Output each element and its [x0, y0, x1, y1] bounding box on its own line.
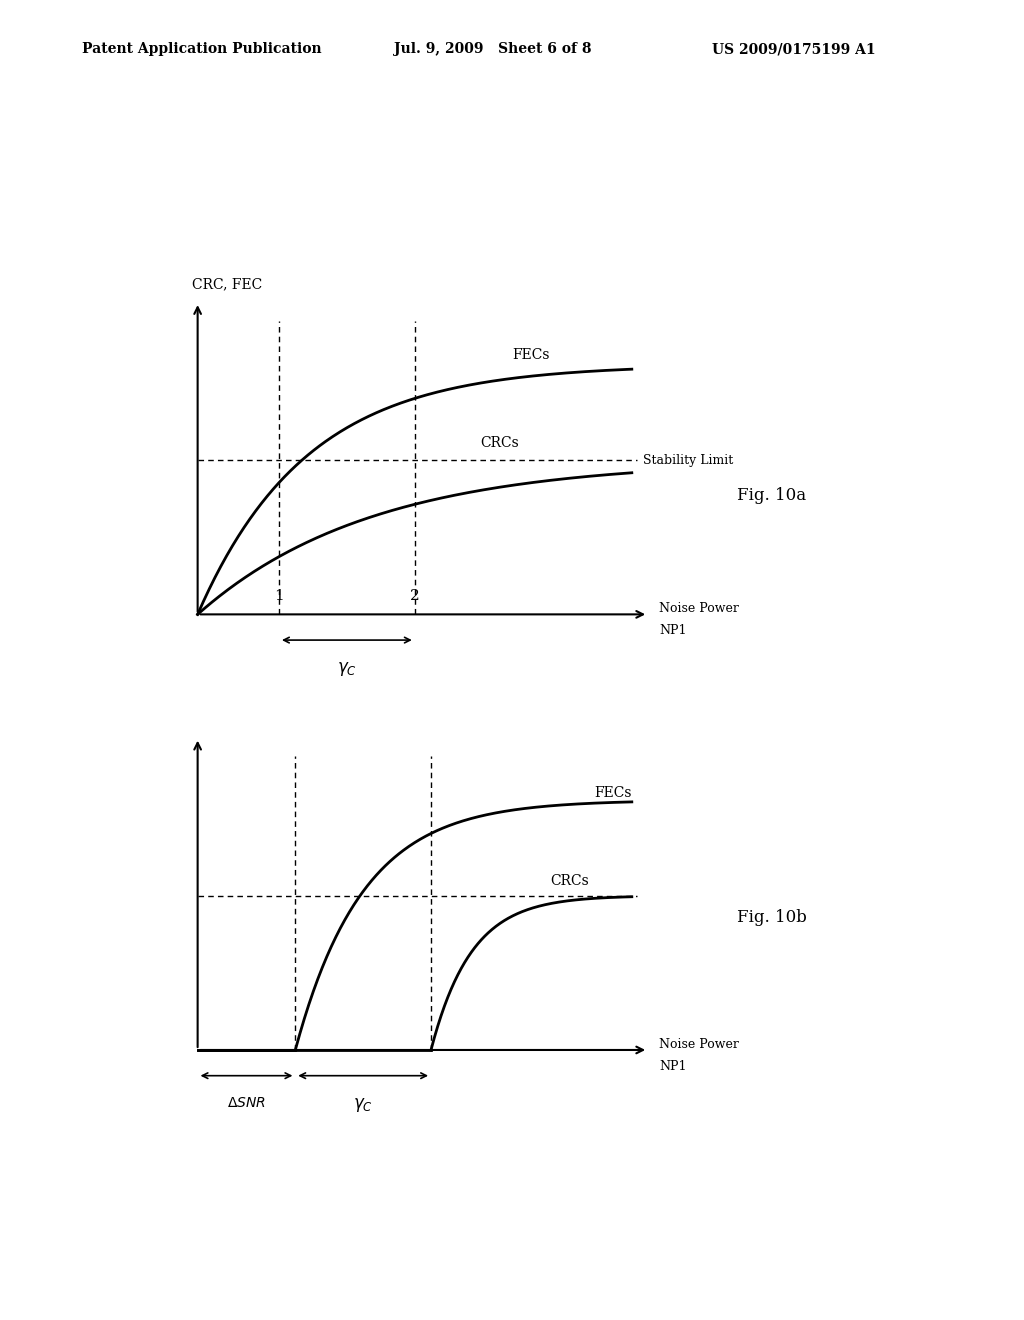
Text: FECs: FECs [512, 348, 550, 362]
Text: $\Delta SNR$: $\Delta SNR$ [227, 1096, 266, 1110]
Text: NP1: NP1 [659, 1060, 686, 1073]
Text: Noise Power: Noise Power [659, 1038, 739, 1051]
Text: FECs: FECs [594, 785, 632, 800]
Text: $\gamma_C$: $\gamma_C$ [337, 660, 356, 678]
Text: Noise Power: Noise Power [659, 602, 739, 615]
Text: Jul. 9, 2009   Sheet 6 of 8: Jul. 9, 2009 Sheet 6 of 8 [394, 42, 592, 57]
Text: Fig. 10a: Fig. 10a [737, 487, 807, 503]
Text: Stability Limit: Stability Limit [643, 454, 733, 466]
Text: Patent Application Publication: Patent Application Publication [82, 42, 322, 57]
Text: CRCs: CRCs [480, 436, 518, 450]
Text: NP1: NP1 [659, 624, 686, 638]
Text: CRC, FEC: CRC, FEC [193, 277, 262, 292]
Text: $\gamma_C$: $\gamma_C$ [353, 1096, 373, 1114]
Text: 2: 2 [410, 589, 420, 603]
Text: CRCs: CRCs [551, 874, 589, 887]
Text: 1: 1 [274, 589, 284, 603]
Text: US 2009/0175199 A1: US 2009/0175199 A1 [712, 42, 876, 57]
Text: Fig. 10b: Fig. 10b [737, 909, 807, 925]
